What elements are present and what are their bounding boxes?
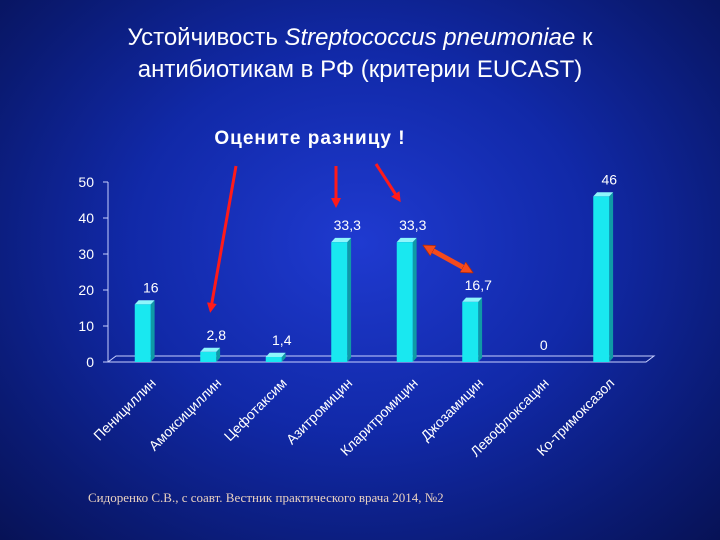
- bar: [396, 237, 417, 362]
- bar-front: [331, 242, 348, 362]
- bar: [134, 300, 155, 362]
- chart-floor: [106, 355, 656, 363]
- x-tick-label: Азитромицин: [283, 375, 356, 448]
- bar-side: [412, 237, 417, 362]
- slide-subtitle: Оцените разницу !: [214, 128, 406, 149]
- bar-side: [216, 347, 221, 362]
- slide-title: Устойчивость Streptococcus pneumoniae к …: [0, 22, 720, 86]
- citation: Сидоренко С.В., с соавт. Вестник практич…: [88, 490, 444, 505]
- data-label: 0: [540, 337, 548, 353]
- bar-side: [347, 237, 352, 362]
- bar-front: [200, 351, 217, 362]
- y-tick-label: 10: [78, 318, 94, 334]
- bar-top: [396, 237, 417, 243]
- bar-front: [593, 196, 610, 362]
- data-label: 33,3: [334, 217, 361, 233]
- bar-side: [150, 300, 155, 362]
- bar-top: [134, 300, 155, 305]
- bar: [331, 237, 352, 362]
- bar-front: [134, 304, 151, 362]
- bar-top: [200, 347, 221, 352]
- data-label: 16: [143, 279, 159, 295]
- bar: [200, 347, 221, 362]
- data-label: 33,3: [399, 217, 426, 233]
- data-label: 46: [601, 171, 617, 187]
- bar-front: [396, 242, 413, 362]
- bar-front: [265, 356, 282, 362]
- x-tick-label: Джозамицин: [417, 375, 486, 444]
- arrow-to-amoxicillin: [206, 165, 238, 313]
- bar: [265, 352, 286, 362]
- bar: [462, 297, 483, 362]
- title-organism: Streptococcus pneumoniae: [284, 24, 576, 51]
- data-label: 1,4: [272, 332, 292, 348]
- y-tick-label: 40: [78, 210, 94, 226]
- data-labels-layer: 16 2,8 1,4 33,3 33,3 16,7 0 46: [143, 171, 617, 353]
- axis-layer: 0 10 20 30 40 50: [78, 174, 656, 370]
- y-tick-label: 20: [78, 282, 94, 298]
- bar-top: [265, 352, 286, 357]
- data-label: 2,8: [207, 327, 227, 343]
- bars-layer: [134, 192, 614, 362]
- bar-front: [462, 301, 479, 362]
- bar: [593, 192, 614, 362]
- double-arrow-clarithromycin-josamycin: [428, 248, 468, 270]
- y-tick-label: 50: [78, 174, 94, 190]
- data-label: 16,7: [465, 277, 492, 293]
- x-tick-label: Цефотаксим: [221, 375, 290, 444]
- title-line1-start: Устойчивость: [127, 24, 285, 51]
- bar-side: [478, 297, 483, 362]
- bar-side: [281, 352, 286, 362]
- bar-top: [331, 237, 352, 243]
- bar-top: [462, 297, 483, 302]
- x-tick-label: Пенициллин: [90, 375, 159, 444]
- arrow-to-clarithromycin: [374, 163, 401, 203]
- bar-side: [609, 192, 614, 362]
- bar-top: [593, 192, 614, 197]
- y-tick-label: 0: [86, 354, 94, 370]
- x-tick-labels-layer: ПенициллинАмоксициллинЦефотаксимАзитроми…: [90, 375, 617, 460]
- y-tick-label: 30: [78, 246, 94, 262]
- annotations-layer: [206, 163, 468, 313]
- title-line1-end: к: [575, 24, 593, 51]
- title-line2: антибиотикам в РФ (критерии EUCAST): [137, 56, 583, 83]
